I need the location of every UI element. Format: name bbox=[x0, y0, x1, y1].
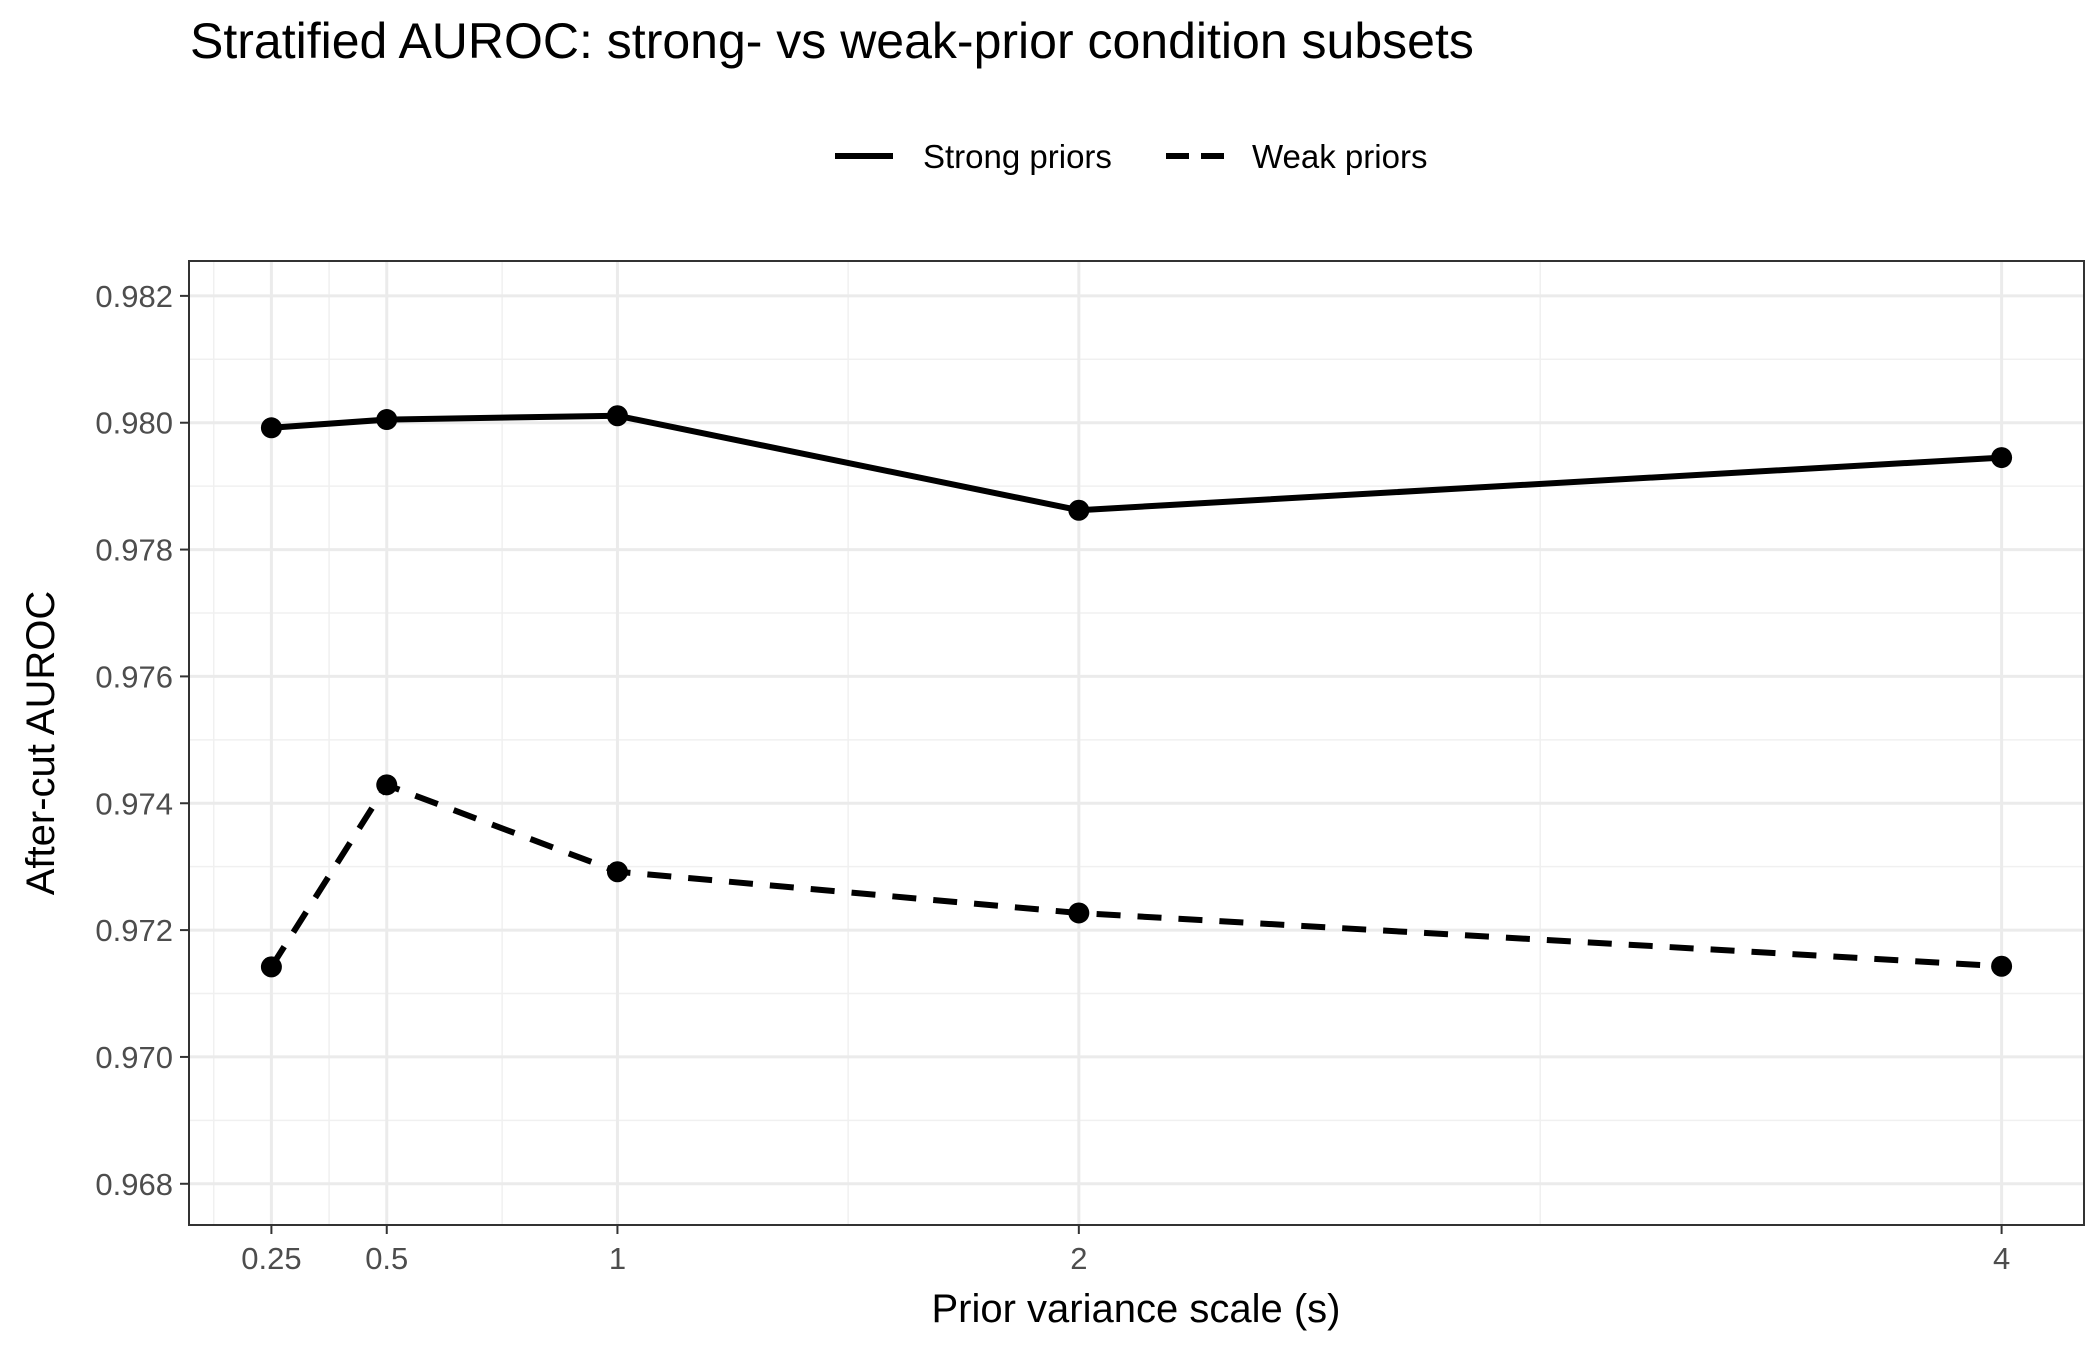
strong-priors-point bbox=[376, 409, 398, 431]
y-tick-label: 0.968 bbox=[95, 1167, 173, 1202]
strong-priors-point bbox=[1068, 499, 1090, 521]
y-tick-label: 0.980 bbox=[95, 406, 173, 441]
x-axis-title: Prior variance scale (s) bbox=[931, 1287, 1340, 1331]
y-tick-label: 0.974 bbox=[95, 786, 173, 821]
y-tick-label: 0.976 bbox=[95, 659, 173, 694]
y-tick-label: 0.970 bbox=[95, 1040, 173, 1075]
minor-gridlines bbox=[189, 261, 2084, 1225]
strong-priors-point bbox=[260, 417, 282, 439]
y-axis-title: After-cut AUROC bbox=[19, 591, 63, 896]
strong-priors-point bbox=[606, 405, 628, 427]
x-tick-label: 4 bbox=[1993, 1241, 2010, 1276]
weak-priors-point bbox=[606, 861, 628, 883]
weak-priors-point bbox=[260, 956, 282, 978]
x-axis: 0.25 0.5 1 2 4 bbox=[241, 1225, 2010, 1276]
series-layer bbox=[260, 405, 2013, 978]
y-tick-label: 0.972 bbox=[95, 913, 173, 948]
major-gridlines bbox=[189, 261, 2084, 1225]
weak-priors-point bbox=[376, 774, 398, 796]
strong-priors-line bbox=[271, 412, 2002, 514]
x-tick-label: 2 bbox=[1070, 1241, 1087, 1276]
y-tick-label: 0.982 bbox=[95, 279, 173, 314]
y-axis: 0.968 0.970 0.972 0.974 0.976 0.978 0.980 0.982 bbox=[95, 279, 189, 1202]
legend: Strong priors Weak priors bbox=[835, 138, 1427, 175]
y-tick-label: 0.978 bbox=[95, 533, 173, 568]
weak-priors-point bbox=[1991, 955, 2013, 977]
strong-priors-point bbox=[1991, 447, 2013, 469]
x-tick-label: 0.5 bbox=[365, 1241, 408, 1276]
plot-panel-border bbox=[188, 260, 2085, 1226]
x-tick-label: 0.25 bbox=[241, 1241, 301, 1276]
chart-title: Stratified AUROC: strong- vs weak-prior … bbox=[190, 13, 1474, 69]
weak-priors-line bbox=[268, 781, 2002, 970]
x-tick-label: 1 bbox=[609, 1241, 626, 1276]
weak-priors-point bbox=[1068, 902, 1090, 924]
legend-label-weak-priors: Weak priors bbox=[1252, 138, 1427, 175]
legend-label-strong-priors: Strong priors bbox=[923, 138, 1112, 175]
